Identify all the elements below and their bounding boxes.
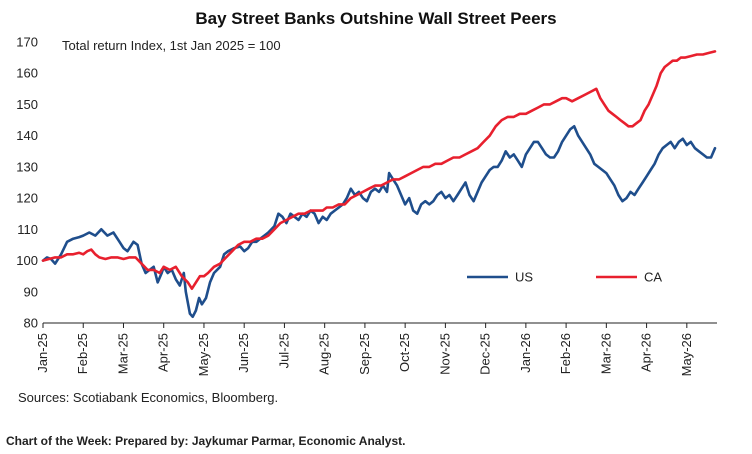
x-tick-label: Oct-25	[397, 333, 412, 372]
chart-footer: Chart of the Week: Prepared by: Jaykumar…	[6, 434, 405, 448]
chart-sources: Sources: Scotiabank Economics, Bloomberg…	[18, 390, 278, 405]
x-tick-label: Jun-25	[236, 333, 251, 373]
y-tick-label: 120	[16, 191, 38, 206]
x-tick-label: May-26	[679, 333, 694, 376]
y-tick-label: 160	[16, 66, 38, 81]
x-tick-label: May-25	[196, 333, 211, 376]
chart-subtitle: Total return Index, 1st Jan 2025 = 100	[62, 38, 281, 53]
plot-area	[41, 50, 717, 319]
x-tick-label: Apr-26	[639, 333, 654, 372]
y-tick-label: 80	[24, 316, 38, 331]
y-tick-label: 170	[16, 35, 38, 50]
series-line-ca	[41, 50, 717, 290]
x-tick-label: Dec-25	[478, 333, 493, 375]
x-tick-label: Feb-25	[75, 333, 90, 374]
y-axis: 80 90 100 110 120 130 140 150 160 170	[16, 35, 38, 331]
x-tick-label: Sep-25	[357, 333, 372, 375]
x-tick-label: Feb-26	[558, 333, 573, 374]
y-tick-label: 90	[24, 284, 38, 299]
series-line-us	[41, 125, 717, 319]
x-tick-label: Apr-25	[156, 333, 171, 372]
x-tick-label: Jul-25	[276, 333, 291, 368]
x-tick-label: Nov-25	[437, 333, 452, 375]
y-tick-label: 110	[17, 222, 38, 237]
x-axis: Jan-25 Feb-25 Mar-25 Apr-25 May-25 Jun-25 Jul-…	[35, 322, 717, 376]
legend-label-ca: CA	[644, 270, 662, 285]
x-tick-label: Mar-25	[115, 333, 130, 374]
legend-label-us: US	[515, 270, 533, 285]
y-tick-label: 130	[16, 159, 38, 174]
y-tick-label: 140	[16, 128, 38, 143]
x-tick-label: Jan-25	[35, 333, 50, 373]
chart-title: Bay Street Banks Outshine Wall Street Pe…	[195, 9, 556, 28]
y-tick-label: 100	[16, 253, 38, 268]
x-tick-label: Aug-25	[317, 333, 332, 375]
x-tick-label: Jan-26	[518, 333, 533, 373]
legend: US CA	[467, 270, 662, 285]
x-tick-label: Mar-26	[598, 333, 613, 374]
y-tick-label: 150	[16, 97, 38, 112]
